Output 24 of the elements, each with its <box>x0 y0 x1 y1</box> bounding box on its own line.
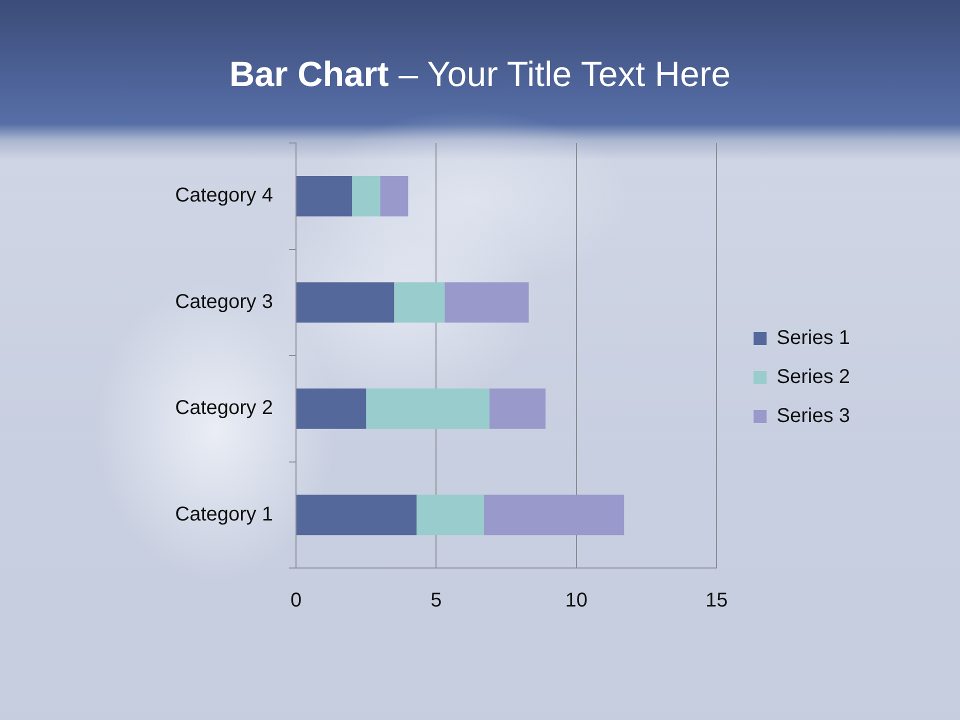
bar <box>416 494 484 536</box>
bar <box>380 176 408 216</box>
bar <box>296 282 394 323</box>
legend-label: Series 1 <box>776 327 850 350</box>
bar <box>394 282 445 323</box>
bar <box>489 388 546 429</box>
bar <box>484 494 624 536</box>
x-tick-label: 5 <box>430 590 442 612</box>
chart-title: Bar Chart – Your Title Text Here <box>228 54 732 96</box>
y-tick-label: Category 1 <box>175 503 273 526</box>
x-tick-label: 15 <box>706 590 728 612</box>
bar <box>296 176 352 216</box>
x-tick-label: 0 <box>290 590 302 612</box>
bar <box>444 282 529 323</box>
y-tick-label: Category 3 <box>175 290 273 313</box>
bar <box>352 176 380 216</box>
legend-label: Series 3 <box>776 405 850 428</box>
bar <box>366 388 490 429</box>
y-tick-label: Category 2 <box>175 397 273 420</box>
x-tick-label: 10 <box>565 590 588 612</box>
y-tick-label: Category 4 <box>175 184 273 207</box>
legend-label: Series 2 <box>776 366 850 388</box>
bar <box>296 388 366 429</box>
bar <box>296 494 417 536</box>
